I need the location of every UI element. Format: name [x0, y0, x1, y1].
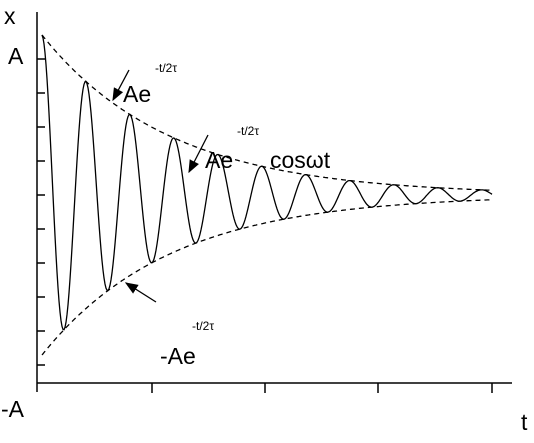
envelope-base: Ae: [123, 81, 151, 107]
arrows: [112, 69, 209, 303]
oscillation-factor: cosωt: [270, 147, 331, 173]
upper-envelope: [41, 34, 492, 191]
y-axis-label: x: [4, 3, 16, 29]
neg-amplitude-label: -A: [1, 396, 25, 422]
lower-envelope: [41, 199, 492, 356]
envelope-exponent: -t/2τ: [155, 61, 177, 75]
arrow: [188, 134, 209, 174]
oscillation-exponent: -t/2τ: [237, 124, 259, 138]
x-axis-label: t: [521, 409, 528, 435]
oscillation-base: Ae: [205, 147, 233, 173]
lower-envelope-exponent: -t/2τ: [192, 319, 214, 333]
arrow: [124, 282, 157, 303]
amplitude-label: A: [8, 43, 24, 69]
ticks: [37, 58, 493, 393]
oscillation-curve: [41, 34, 493, 331]
arrow: [112, 69, 130, 102]
axes: [36, 12, 512, 392]
lower-envelope-base: -Ae: [160, 343, 196, 369]
